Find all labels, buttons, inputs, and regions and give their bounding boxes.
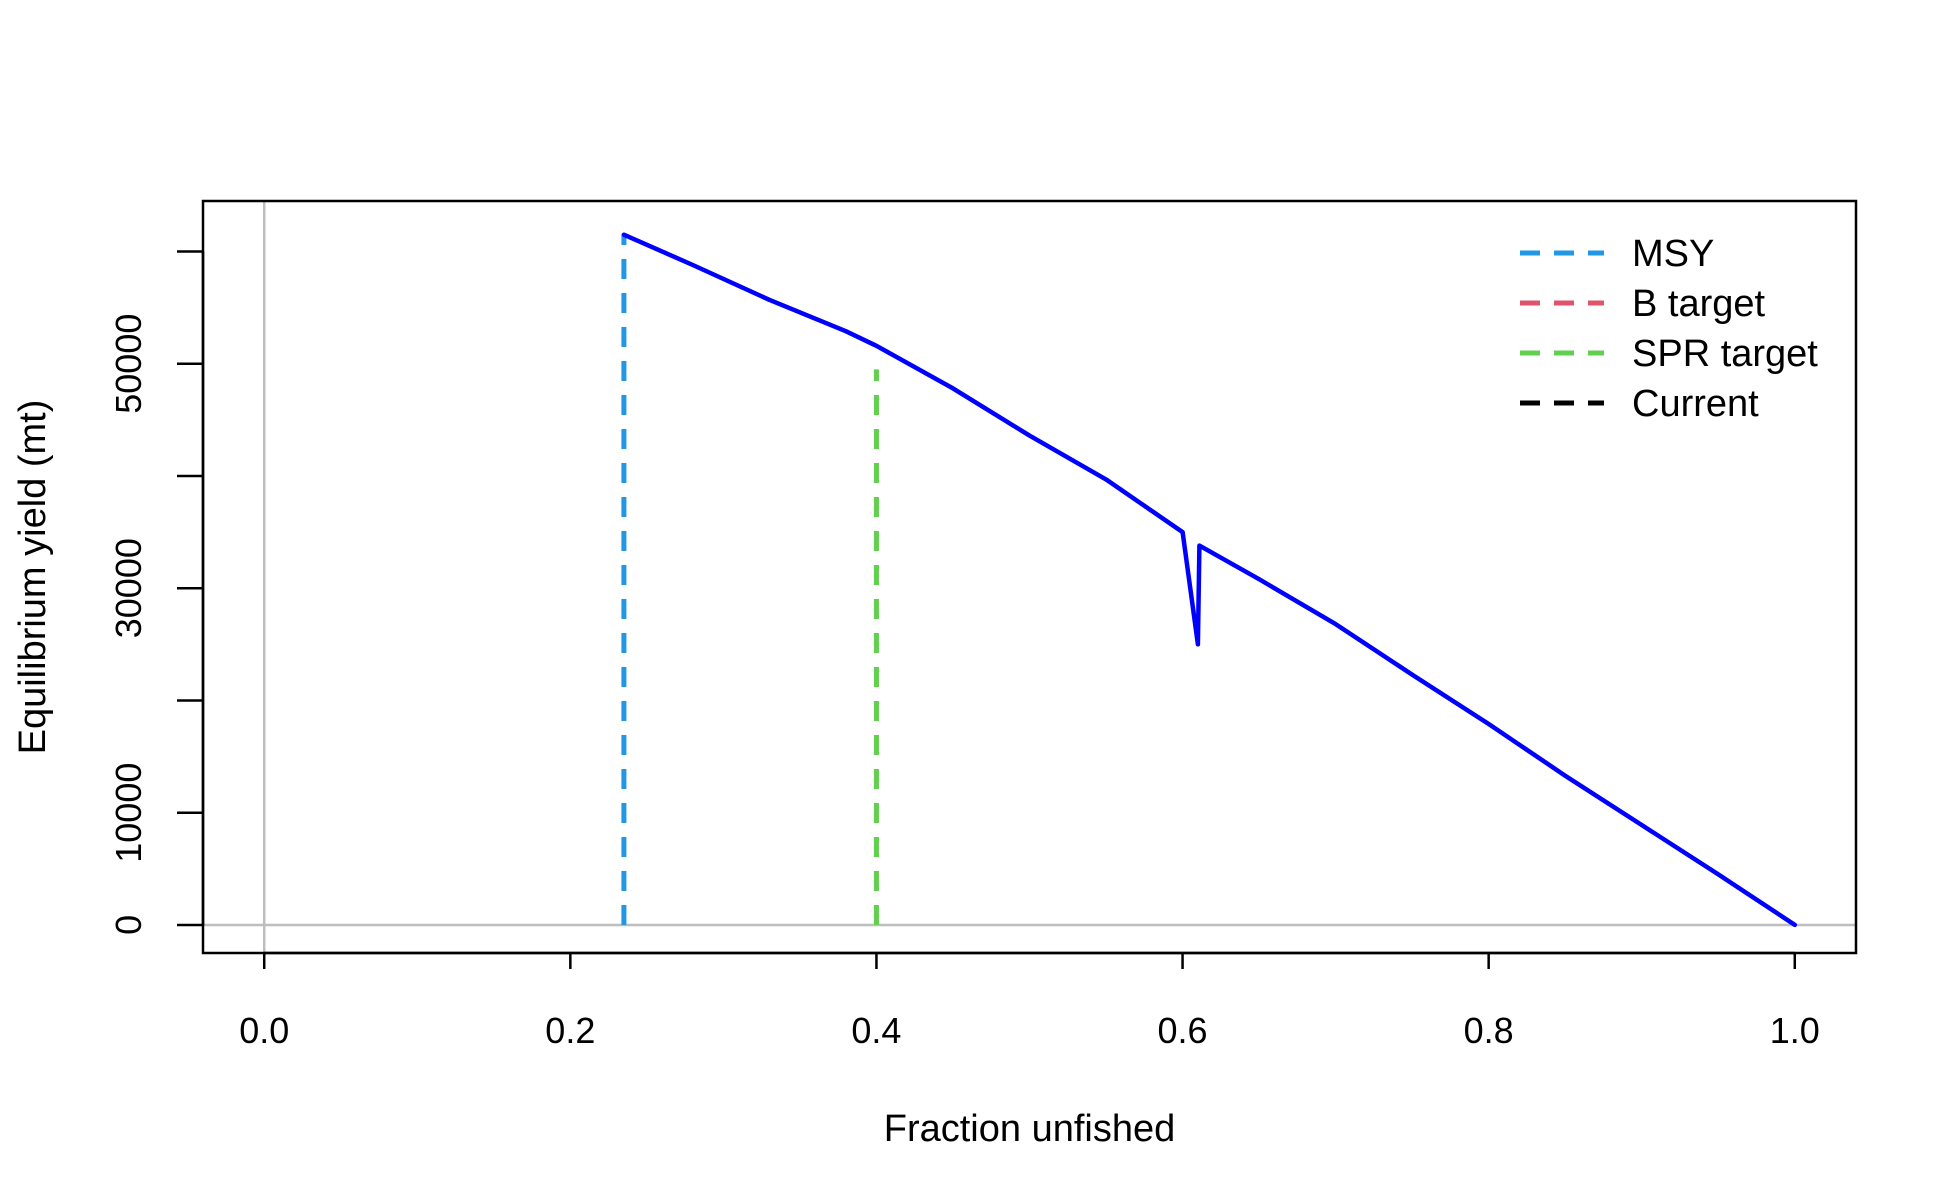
x-tick-label: 0.6 xyxy=(1158,1010,1208,1051)
x-axis-title: Fraction unfished xyxy=(884,1108,1176,1150)
y-axis-title: Equilibrium yield (mt) xyxy=(12,400,54,755)
x-tick-label: 0.8 xyxy=(1464,1010,1514,1051)
x-tick-label: 0.4 xyxy=(851,1010,901,1051)
plot-frame xyxy=(201,199,1858,955)
x-tick-label: 0.2 xyxy=(545,1010,595,1051)
y-tick-label: 50000 xyxy=(108,314,149,414)
legend-label-0: MSY xyxy=(1632,233,1714,275)
series-line-0 xyxy=(621,232,1798,928)
x-tick-label: 0.0 xyxy=(239,1010,289,1051)
legend: MSY B target SPR target Current xyxy=(1520,233,1818,425)
legend-label-1: B target xyxy=(1632,283,1766,325)
y-tick-label: 0 xyxy=(108,915,149,935)
legend-label-3: Current xyxy=(1632,383,1759,425)
y-tick-label: 10000 xyxy=(108,763,149,863)
x-tick-label: 1.0 xyxy=(1770,1010,1820,1051)
y-tick-label: 30000 xyxy=(108,538,149,638)
legend-label-2: SPR target xyxy=(1632,333,1818,375)
